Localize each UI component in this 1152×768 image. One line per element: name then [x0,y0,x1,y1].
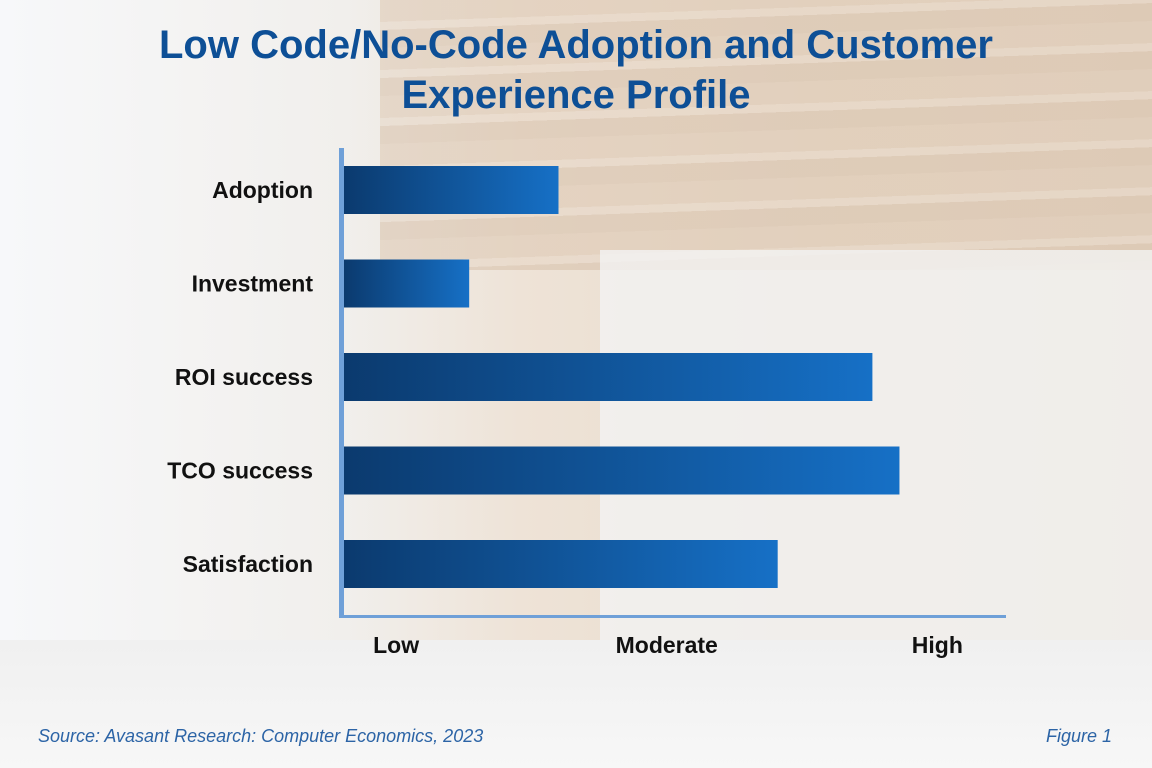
category-label: Investment [192,271,314,297]
background-table [0,640,1152,768]
category-label: ROI success [175,364,313,390]
category-label: Satisfaction [183,551,313,577]
x-tick-label: Moderate [616,632,718,658]
x-tick-label: High [912,632,963,658]
title-line-1: Low Code/No-Code Adoption and Customer [158,23,993,67]
chart-title: Low Code/No-Code Adoption and Customer E… [0,20,1152,120]
bar-investment [344,259,470,308]
category-label: TCO success [167,458,313,484]
source-note: Source: Avasant Research: Computer Econo… [38,726,484,746]
bar-roi-success [344,353,873,401]
background-wood-wall [380,0,1152,270]
bar-adoption [344,166,559,214]
category-label: Adoption [212,177,313,203]
x-tick-label: Low [373,632,419,658]
title-line-2: Experience Profile [401,73,751,117]
bar-satisfaction [344,540,778,588]
figure-label: Figure 1 [1045,726,1112,746]
bar-tco-success [344,446,900,495]
